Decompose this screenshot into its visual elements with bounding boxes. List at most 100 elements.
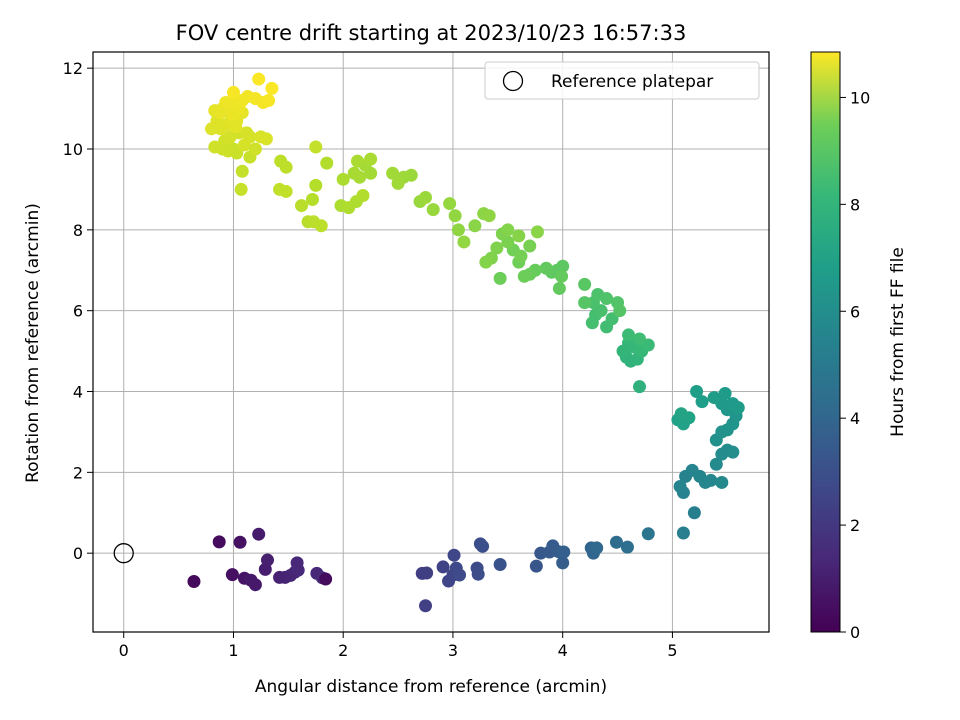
drift-point xyxy=(248,578,262,592)
drift-point xyxy=(530,225,544,239)
drift-point xyxy=(517,269,531,283)
drift-point xyxy=(420,566,434,580)
drift-point xyxy=(419,599,433,613)
drift-point xyxy=(436,560,450,574)
drift-point xyxy=(578,296,592,310)
drift-point xyxy=(529,559,543,573)
x-tick-label: 2 xyxy=(338,641,348,660)
drift-point xyxy=(609,535,623,549)
drift-point xyxy=(622,328,636,342)
y-tick-label: 4 xyxy=(73,383,83,402)
legend-label: Reference platepar xyxy=(551,72,713,92)
drift-point xyxy=(386,166,400,180)
drift-point xyxy=(453,568,467,582)
x-tick-label: 0 xyxy=(119,641,129,660)
drift-point xyxy=(443,197,457,211)
drift-point xyxy=(641,527,655,541)
y-tick-label: 12 xyxy=(63,59,83,78)
drift-point xyxy=(605,312,619,326)
drift-point xyxy=(512,229,526,243)
scatter-points xyxy=(187,72,745,613)
drift-point xyxy=(364,152,378,166)
drift-point xyxy=(279,184,293,198)
drift-point xyxy=(260,553,274,567)
drift-point xyxy=(590,541,604,555)
drift-point xyxy=(229,120,243,134)
drift-point xyxy=(391,176,405,190)
drift-point xyxy=(471,567,485,581)
colorbar-label: Hours from first FF file xyxy=(888,247,908,437)
drift-point xyxy=(319,572,333,586)
x-tick-label: 4 xyxy=(558,641,568,660)
colorbar-tick-label: 6 xyxy=(850,302,860,321)
colorbar-tick-label: 10 xyxy=(850,88,870,107)
drift-point xyxy=(493,271,507,285)
drift-point xyxy=(234,182,248,196)
drift-point xyxy=(557,545,571,559)
x-axis-label: Angular distance from reference (arcmin) xyxy=(255,677,607,697)
drift-point xyxy=(290,556,304,570)
drift-point xyxy=(676,526,690,540)
drift-point xyxy=(523,239,537,253)
y-tick-label: 8 xyxy=(73,221,83,240)
drift-point xyxy=(552,281,566,295)
drift-point xyxy=(187,574,201,588)
drift-point xyxy=(252,527,266,541)
drift-point xyxy=(709,457,723,471)
x-tick-label: 3 xyxy=(448,641,458,660)
y-tick-label: 10 xyxy=(63,140,83,159)
drift-point xyxy=(350,154,364,168)
colorbar-tick-label: 4 xyxy=(850,409,860,428)
drift-point xyxy=(690,385,704,399)
drift-point xyxy=(219,96,233,110)
drift-point xyxy=(314,219,328,233)
drift-point xyxy=(704,473,718,487)
drift-point xyxy=(578,277,592,291)
x-tick-label: 1 xyxy=(228,641,238,660)
drift-point xyxy=(309,140,323,154)
drift-point xyxy=(233,535,247,549)
drift-point xyxy=(600,292,614,306)
drift-point xyxy=(613,304,627,318)
drift-point xyxy=(594,304,608,318)
drift-point xyxy=(633,380,647,394)
drift-point xyxy=(482,209,496,223)
drift-point xyxy=(476,539,490,553)
legend: Reference platepar xyxy=(484,61,760,100)
drift-point xyxy=(226,85,240,99)
drift-point xyxy=(252,72,266,86)
drift-point xyxy=(718,387,732,401)
colorbar-tick-label: 0 xyxy=(850,623,860,642)
drift-point xyxy=(633,332,647,346)
drift-point xyxy=(259,132,273,146)
drift-point xyxy=(585,316,599,330)
drift-point xyxy=(447,548,461,562)
y-tick-label: 2 xyxy=(73,463,83,482)
colorbar-tick-label: 2 xyxy=(850,516,860,535)
drift-point xyxy=(279,160,293,174)
drift-point xyxy=(490,241,504,255)
drift-point xyxy=(305,193,319,207)
plot-frame xyxy=(92,51,770,633)
drift-point xyxy=(493,558,507,572)
drift-point xyxy=(235,164,249,178)
drift-point xyxy=(265,81,279,95)
drift-point xyxy=(336,172,350,186)
colorbar-ticks: 0 2 4 6 8 10 xyxy=(840,88,870,642)
colorbar xyxy=(810,51,841,633)
drift-point xyxy=(262,94,276,108)
drift-point xyxy=(225,568,239,582)
drift-point xyxy=(501,223,515,237)
drift-point xyxy=(309,178,323,192)
reference-platepar-marker xyxy=(113,543,134,564)
drift-point xyxy=(731,401,745,415)
drift-point xyxy=(726,445,740,459)
drift-point xyxy=(347,166,361,180)
drift-point xyxy=(208,140,222,154)
drift-point xyxy=(539,261,553,275)
legend-marker xyxy=(502,70,524,92)
drift-point xyxy=(457,235,471,249)
x-tick-label: 5 xyxy=(667,641,677,660)
drift-point xyxy=(674,407,688,421)
